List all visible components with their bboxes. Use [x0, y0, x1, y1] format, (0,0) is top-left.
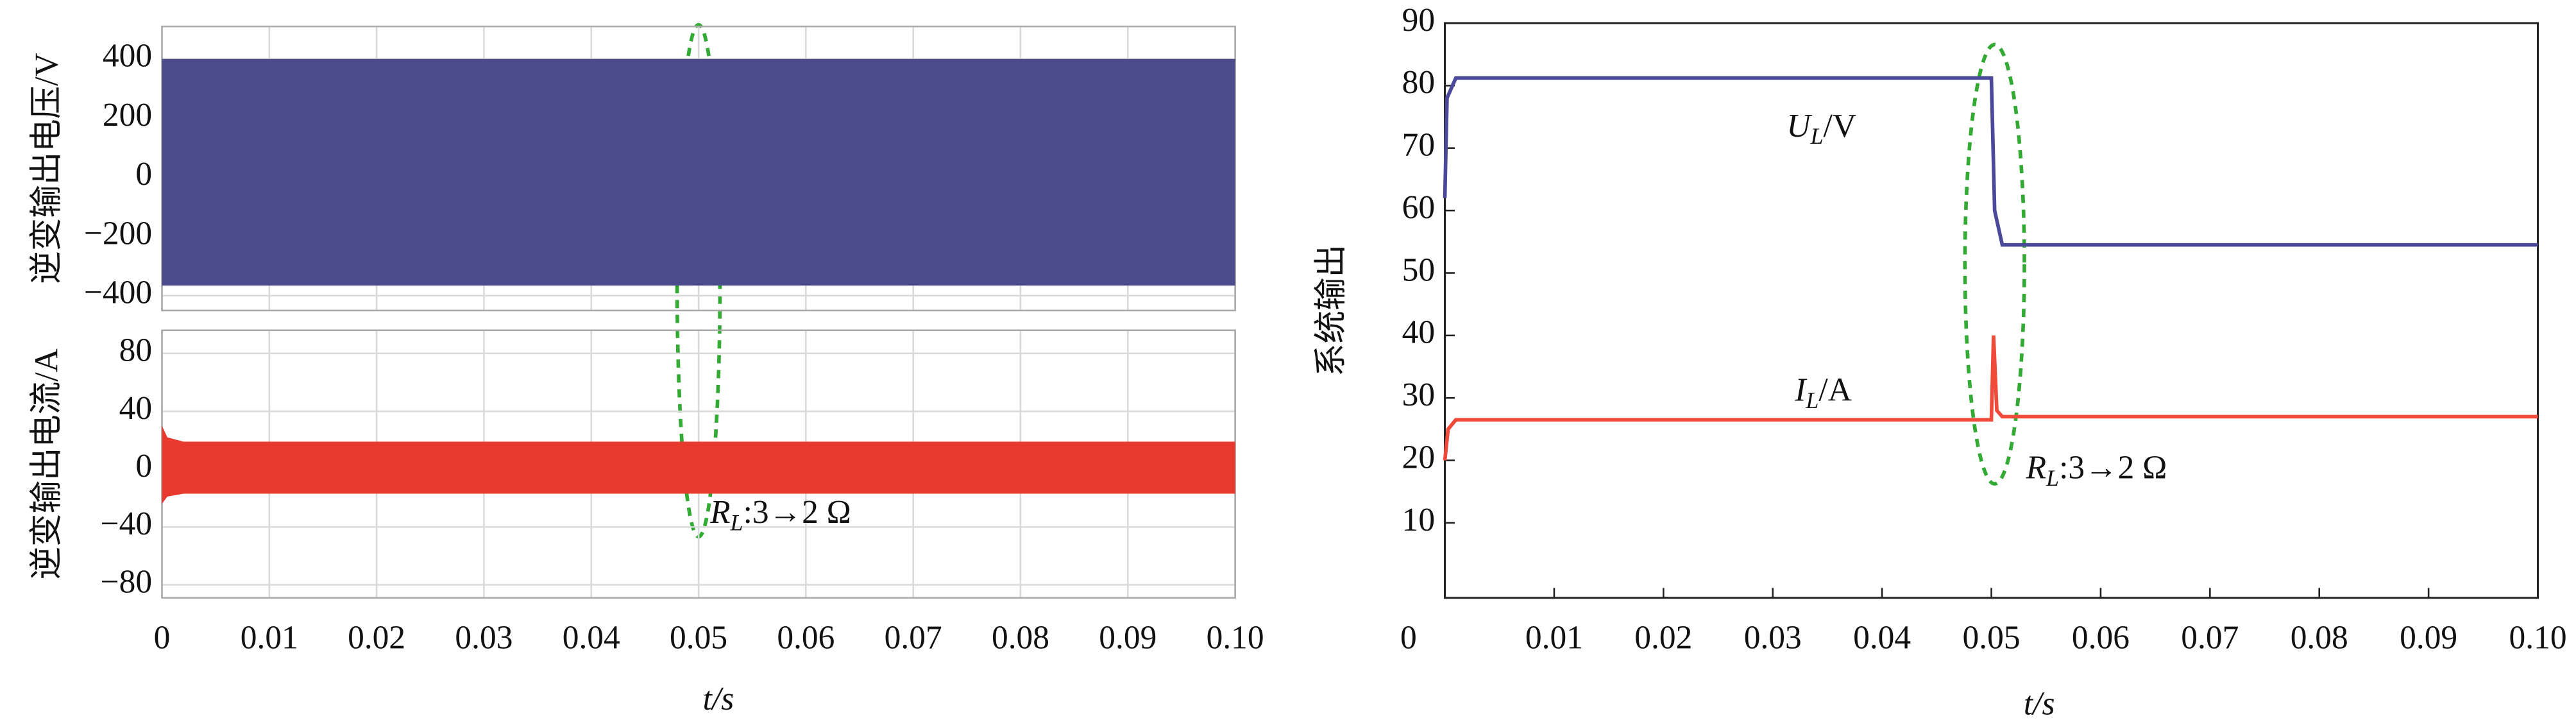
x-tick-label: 0.09 — [1099, 620, 1157, 656]
y-tick-label: 90 — [1402, 2, 1435, 38]
y-tick-label: 40 — [119, 390, 152, 427]
x-tick-label: 0.01 — [241, 620, 298, 656]
x-tick-label: 0.04 — [563, 620, 620, 656]
x-axis-title: t/s — [703, 681, 734, 717]
series-line — [1443, 76, 2538, 247]
y-tick-label: 0 — [135, 156, 152, 192]
series-label-sub: L — [1805, 388, 1818, 413]
x-tick-label: 0.03 — [455, 620, 513, 656]
y-tick-label: 80 — [1402, 64, 1435, 101]
x-axis-title: t/s — [2024, 685, 2055, 722]
signal-band — [162, 425, 1235, 504]
y-tick-label: 70 — [1402, 127, 1435, 164]
y-axis-title: 逆变输出电流/A — [28, 348, 65, 579]
annotation: RL:3→2 Ω — [2026, 449, 2167, 491]
y-tick-label: 200 — [103, 97, 152, 133]
series-label-rest: /A — [1818, 371, 1851, 408]
x-tick-label: 0.08 — [992, 620, 1049, 656]
annotation-main: R — [709, 494, 730, 531]
y-axis-title: 逆变输出电压/V — [28, 53, 65, 284]
y-tick-label: 50 — [1402, 252, 1435, 288]
x-tick-label: 0.10 — [2509, 620, 2567, 656]
x-tick-label: 0.02 — [348, 620, 405, 656]
annotation-sub: L — [2046, 465, 2059, 491]
x-tick-label: 0.02 — [1634, 620, 1692, 656]
annotation-rest: :3→2 Ω — [743, 494, 851, 531]
series-label-sub: L — [1810, 123, 1824, 149]
x-tick-label: 0.05 — [670, 620, 727, 656]
y-tick-label: −80 — [101, 563, 153, 600]
y-tick-label: 20 — [1402, 439, 1435, 475]
y-tick-label: −40 — [101, 506, 153, 542]
annotation-rest: :3→2 Ω — [2059, 449, 2167, 486]
y-tick-label: −200 — [84, 215, 152, 252]
y-tick-label: 80 — [119, 332, 152, 369]
series-label: UL/V — [1786, 108, 1856, 149]
annotation-sub: L — [730, 510, 743, 536]
y-tick-label: 30 — [1402, 377, 1435, 413]
x-tick-label: 0.01 — [1525, 620, 1583, 656]
y-tick-label: 60 — [1402, 189, 1435, 226]
x-tick-label: 0.09 — [2400, 620, 2457, 656]
y-axis-title: 系统输出 — [1313, 244, 1350, 377]
x-tick-label: 0 — [154, 620, 171, 656]
series-line — [1443, 335, 2538, 461]
x-tick-label: 0.07 — [2181, 620, 2239, 656]
y-tick-label: 400 — [103, 38, 152, 74]
annotation-main: R — [2026, 449, 2046, 486]
y-tick-label: 0 — [135, 448, 152, 484]
x-tick-label: 0 — [1400, 620, 1417, 656]
x-tick-label: 0.04 — [1853, 620, 1911, 656]
series-label-main: U — [1786, 108, 1812, 144]
plot-frame — [1443, 22, 2539, 599]
y-tick-label: −400 — [84, 275, 152, 311]
x-tick-label: 0.05 — [1962, 620, 2020, 656]
series-label: IL/A — [1794, 371, 1852, 413]
series-label-main: I — [1794, 371, 1808, 408]
x-tick-label: 0.06 — [2072, 620, 2130, 656]
series-label-rest: /V — [1824, 108, 1856, 144]
y-tick-label: 40 — [1402, 314, 1435, 351]
x-tick-label: 0.10 — [1207, 620, 1264, 656]
y-tick-label: 10 — [1402, 502, 1435, 538]
annotation: RL:3→2 Ω — [709, 494, 851, 536]
x-tick-label: 0.08 — [2291, 620, 2348, 656]
highlight-ellipse — [1963, 42, 2026, 486]
x-tick-label: 0.03 — [1744, 620, 1802, 656]
x-tick-label: 0.06 — [777, 620, 835, 656]
signal-band — [162, 58, 1235, 286]
x-tick-label: 0.07 — [885, 620, 942, 656]
